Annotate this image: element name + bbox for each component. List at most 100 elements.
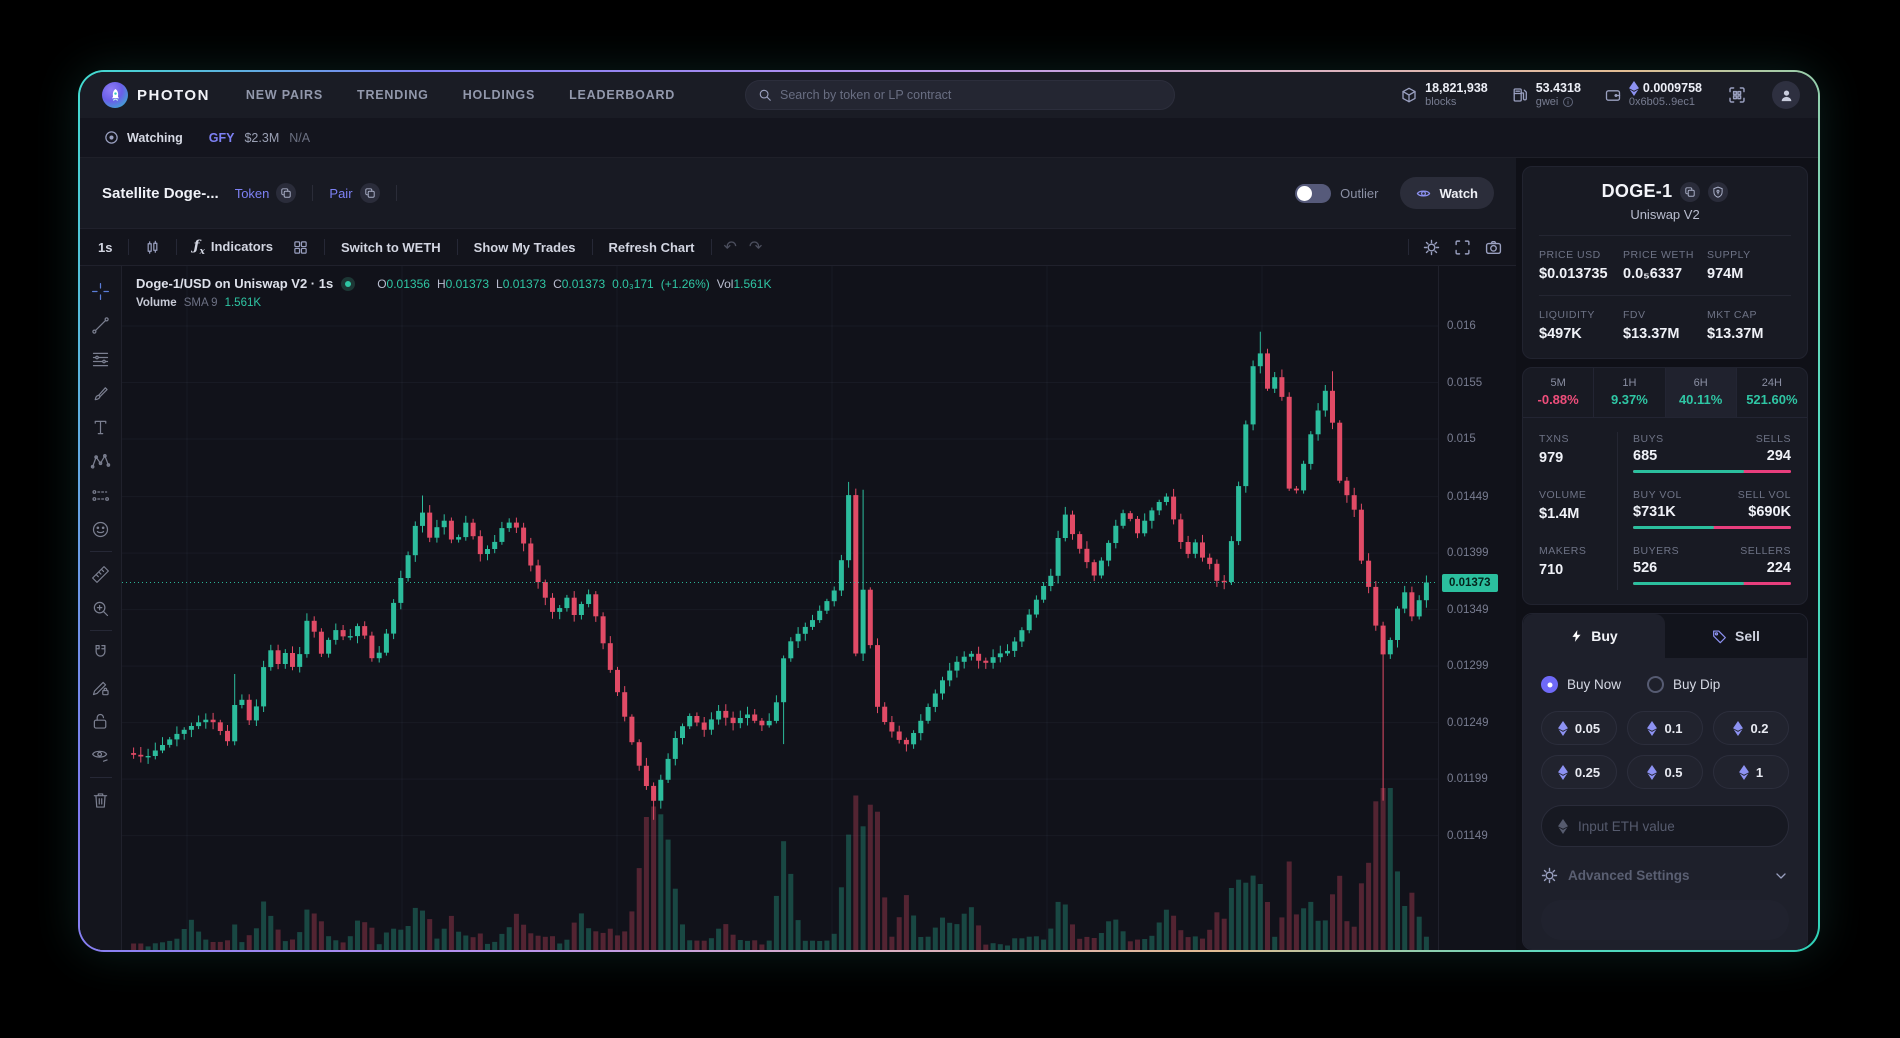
advanced-settings-toggle[interactable]: Advanced Settings — [1541, 867, 1789, 884]
watch-token-symbol: GFY — [208, 130, 235, 145]
preset-eth-1[interactable]: 1 — [1713, 755, 1789, 789]
current-price-tag: 0.01373 — [1442, 573, 1498, 592]
chart-region: Doge-1/USD on Uniswap V2 · 1s O0.01356 H0… — [80, 266, 1516, 950]
candle-style-button[interactable] — [141, 236, 164, 259]
undo-button[interactable]: ↶ — [723, 239, 737, 256]
buy-sell-ratio-bar — [1633, 582, 1791, 585]
candlestick-chart[interactable]: Doge-1/USD on Uniswap V2 · 1s O0.01356 H0… — [122, 266, 1438, 950]
brand[interactable]: PHOTON — [102, 82, 210, 108]
timeframe-5m[interactable]: 5M -0.88% — [1523, 368, 1595, 417]
submit-button-cutoff[interactable] — [1541, 900, 1789, 940]
radio-buy-dip[interactable]: Buy Dip — [1647, 676, 1720, 693]
chart-settings-icon[interactable] — [1423, 239, 1440, 256]
flow-stats: TXNS 979 BUYS SELLS 685 294 VOLUME $1.4M B… — [1523, 418, 1807, 604]
brand-name: PHOTON — [137, 86, 210, 104]
copy-icon[interactable] — [359, 183, 380, 203]
pair-address-copy[interactable]: Pair — [329, 183, 380, 203]
security-shield-icon[interactable] — [1708, 181, 1729, 202]
activity-card: 5M -0.88% 1H 9.37% 6H 40.11% 24H 521.60%… — [1522, 367, 1808, 605]
nav-item-trending[interactable]: TRENDING — [357, 88, 429, 102]
watchlist-item-gfy[interactable]: GFY $2.3M N/A — [209, 131, 310, 145]
account-avatar[interactable] — [1772, 81, 1800, 109]
app-window: PHOTON NEW PAIRS TRENDING HOLDINGS LEADERBO… — [80, 72, 1818, 950]
eth-icon — [1557, 764, 1568, 780]
nav-right-group: 18,821,938 blocks 53.4318 gwei 0.0009758… — [1401, 81, 1800, 109]
screenshot-camera-icon[interactable] — [1485, 239, 1502, 256]
live-dot-icon — [341, 276, 356, 291]
stat-gwei[interactable]: 53.4318 gwei — [1512, 81, 1581, 108]
dex-name: Uniswap V2 — [1630, 207, 1700, 222]
qr-scan-icon[interactable] — [1728, 86, 1746, 104]
preset-eth-0.05[interactable]: 0.05 — [1541, 711, 1617, 745]
search-input[interactable] — [780, 88, 1162, 102]
brush-icon[interactable] — [86, 378, 116, 408]
tab-sell[interactable]: Sell — [1665, 614, 1807, 658]
nav-item-leaderboard[interactable]: LEADERBOARD — [569, 88, 676, 102]
eth-icon — [1647, 764, 1658, 780]
stat-price-weth: PRICE WETH 0.0₅6337 — [1623, 249, 1694, 282]
buy-sell-ratio-bar — [1633, 470, 1791, 473]
interval-button[interactable]: 1s — [98, 239, 113, 255]
token-sidebar: DOGE-1 Uniswap V2 PRICE USD $0.013735 PRI… — [1516, 158, 1818, 950]
timeframe-1h[interactable]: 1H 9.37% — [1594, 368, 1666, 417]
fullscreen-icon[interactable] — [1454, 239, 1471, 256]
cube-icon — [1401, 87, 1417, 103]
stat-liquidity: LIQUIDITY $497K — [1539, 309, 1595, 342]
show-my-trades-button[interactable]: Show My Trades — [473, 239, 576, 255]
token-name: DOGE-1 — [1601, 181, 1673, 201]
layout-grid-button[interactable] — [289, 236, 312, 259]
switch-weth-button[interactable]: Switch to WETH — [341, 239, 441, 255]
remove-drawings-icon[interactable] — [86, 785, 116, 815]
stat-0x6b05-9ec1[interactable]: 0.0009758 0x6b05..9ec1 — [1605, 81, 1702, 109]
refresh-chart-button[interactable]: Refresh Chart — [608, 239, 695, 255]
preset-eth-0.25[interactable]: 0.25 — [1541, 755, 1617, 789]
text-icon[interactable] — [86, 412, 116, 442]
nav-item-holdings[interactable]: HOLDINGS — [462, 88, 536, 102]
price-axis[interactable]: 0.016 0.0155 0.015 0.01449 0.01399 0.01349 0.0… — [1438, 266, 1516, 950]
copy-icon[interactable] — [276, 183, 297, 203]
toggle-track[interactable] — [1295, 183, 1332, 203]
preset-eth-0.2[interactable]: 0.2 — [1713, 711, 1789, 745]
copy-icon[interactable] — [1680, 181, 1701, 202]
fib-retracement-icon[interactable] — [86, 344, 116, 374]
eth-icon — [1558, 818, 1568, 834]
token-search[interactable] — [745, 80, 1175, 110]
watch-button[interactable]: Watch — [1400, 177, 1494, 209]
hide-drawings-icon[interactable] — [86, 740, 116, 770]
trend-line-icon[interactable] — [86, 310, 116, 340]
chart-legend: Doge-1/USD on Uniswap V2 · 1s O0.01356 H0… — [136, 274, 772, 312]
timeframe-6h[interactable]: 6H 40.11% — [1665, 368, 1737, 417]
nav-item-new-pairs[interactable]: NEW PAIRS — [245, 88, 324, 102]
magnet-icon[interactable] — [86, 638, 116, 668]
cursor-cross-icon[interactable] — [86, 276, 116, 306]
radio-buy-now[interactable]: Buy Now — [1541, 676, 1621, 693]
preset-eth-0.1[interactable]: 0.1 — [1627, 711, 1703, 745]
xabcd-pattern-icon[interactable] — [86, 446, 116, 476]
app-window-frame: PHOTON NEW PAIRS TRENDING HOLDINGS LEADERBO… — [78, 70, 1820, 952]
eth-icon — [1738, 764, 1749, 780]
drawing-toolbar — [80, 266, 122, 950]
token-address-copy[interactable]: Token — [235, 183, 297, 203]
redo-button[interactable]: ↷ — [748, 239, 763, 256]
outlier-toggle[interactable]: Outlier — [1295, 183, 1379, 203]
eth-amount-input[interactable] — [1578, 818, 1772, 834]
ruler-icon[interactable] — [86, 559, 116, 589]
outlier-label: Outlier — [1340, 185, 1379, 201]
eye-icon — [1416, 186, 1431, 201]
network-stats: 18,821,938 blocks 53.4318 gwei 0.0009758… — [1401, 81, 1702, 109]
emoji-icon[interactable] — [86, 514, 116, 544]
preset-eth-0.5[interactable]: 0.5 — [1627, 755, 1703, 789]
tab-buy[interactable]: Buy — [1523, 614, 1665, 658]
indicators-button[interactable]: ƒx Indicators — [193, 237, 273, 257]
eth-icon — [1647, 720, 1658, 736]
axis-label: 0.01199 — [1447, 773, 1488, 786]
timeframe-24h[interactable]: 24H 521.60% — [1746, 377, 1798, 407]
top-navbar: PHOTON NEW PAIRS TRENDING HOLDINGS LEADERBO… — [80, 72, 1818, 118]
stat-blocks[interactable]: 18,821,938 blocks — [1401, 81, 1488, 108]
eth-amount-field[interactable] — [1541, 805, 1789, 847]
axis-label: 0.0155 — [1447, 376, 1483, 389]
forecast-icon[interactable] — [86, 480, 116, 510]
zoom-in-icon[interactable] — [86, 593, 116, 623]
lock-icon[interactable] — [86, 706, 116, 736]
drawing-pencil-lock-icon[interactable] — [86, 672, 116, 702]
